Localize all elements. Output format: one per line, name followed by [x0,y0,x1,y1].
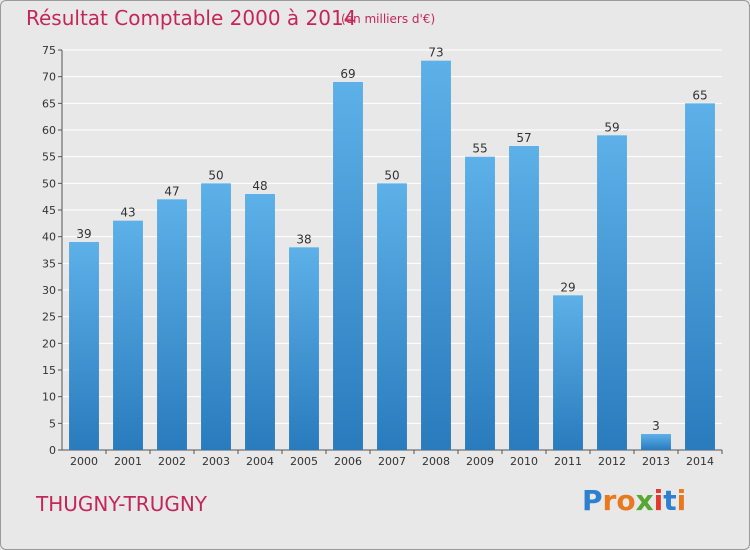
y-tick-labels: 0 5 10 15 20 25 30 35 40 45 50 55 60 65 70 75 [42,44,56,457]
value-label: 59 [604,120,619,134]
bar [245,194,275,450]
logo-letter: i [653,484,664,517]
value-label: 39 [76,227,91,241]
x-tick-label: 2012 [598,455,626,468]
y-tick-label: 50 [42,177,56,190]
x-tick-label: 2005 [290,455,318,468]
x-tick-label: 2000 [70,455,98,468]
y-tick-label: 15 [42,364,56,377]
bar [377,183,407,451]
logo-letter: o [616,484,636,517]
y-tick-label: 40 [42,231,56,244]
x-tick-label: 2001 [114,455,142,468]
y-tick-label: 30 [42,284,56,297]
x-tick-label: 2013 [642,455,670,468]
value-label: 50 [208,168,223,182]
bar [201,183,231,451]
y-tick-label: 35 [42,257,56,270]
y-tick-label: 10 [42,391,56,404]
value-label: 29 [560,280,575,294]
value-label: 48 [252,179,267,193]
bar [333,82,363,450]
bar [597,135,627,451]
value-label: 47 [164,184,179,198]
y-tick-label: 60 [42,124,56,137]
x-tick-label: 2002 [158,455,186,468]
value-label: 38 [296,232,311,246]
y-tick-label: 5 [49,417,56,430]
x-tick-label: 2006 [334,455,362,468]
value-label: 43 [120,206,135,220]
logo-letter: r [602,484,617,517]
bar [685,103,715,450]
x-tick-label: 2009 [466,455,494,468]
bar [157,199,187,450]
x-tick-label: 2004 [246,455,274,468]
bars [69,60,715,451]
y-tick-label: 70 [42,71,56,84]
y-tick-label: 25 [42,311,56,324]
y-tick-label: 45 [42,204,56,217]
bar [69,242,99,450]
x-tick-label: 2008 [422,455,450,468]
y-tick-label: 20 [42,337,56,350]
proxiti-logo: Proxiti [582,484,686,517]
bar [421,60,451,451]
bar [641,434,671,450]
x-tick-label: 2010 [510,455,538,468]
value-label: 65 [692,88,707,102]
x-tick-label: 2011 [554,455,582,468]
bar [553,295,583,450]
value-labels: 39 43 47 50 48 38 69 50 73 55 57 29 59 3 65 [76,46,707,433]
x-tick-label: 2014 [686,455,714,468]
x-tick-labels: 2000 2001 2002 2003 2004 2005 2006 2007 2008 2009… [70,455,714,468]
value-label: 69 [340,67,355,81]
value-label: 50 [384,168,399,182]
x-tick-label: 2003 [202,455,230,468]
y-tick-label: 65 [42,97,56,110]
value-label: 3 [652,419,660,433]
place-name: THUGNY-TRUGNY [36,492,208,516]
y-tick-label: 55 [42,151,56,164]
bar [289,247,319,450]
x-tick-label: 2007 [378,455,406,468]
value-label: 57 [516,131,531,145]
bar [465,156,495,450]
logo-letter: t [663,484,677,517]
logo-letter: P [582,484,603,517]
chart-title: Résultat Comptable 2000 à 2014 [26,6,357,30]
logo-letter: x [635,484,654,517]
value-label: 73 [428,46,443,60]
bar [509,146,539,450]
chart-subtitle: (en milliers d'€) [341,12,436,26]
y-tick-label: 75 [42,44,56,57]
logo-letter: i [676,484,687,517]
bar [113,220,143,450]
y-tick-label: 0 [49,444,56,457]
value-label: 55 [472,142,487,156]
